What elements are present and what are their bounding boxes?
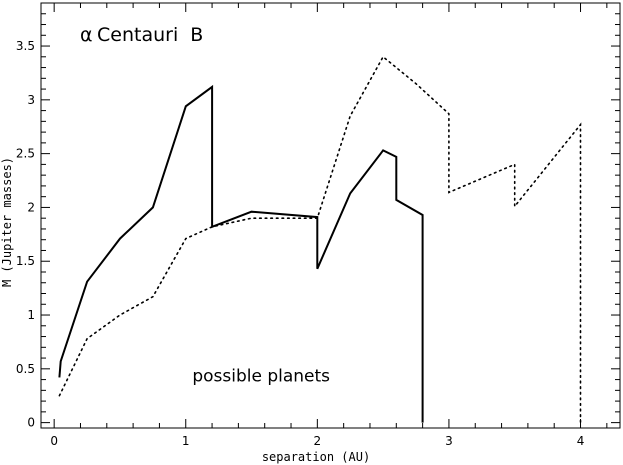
y-tick-label: 0.5 xyxy=(16,362,35,376)
y-tick-label: 1.5 xyxy=(16,254,35,268)
y-axis-label: M (Jupiter masses) xyxy=(0,157,14,287)
x-tick-label: 2 xyxy=(314,434,322,448)
plot-frame xyxy=(40,2,621,429)
chart-title-symbol: α xyxy=(80,24,93,46)
x-tick-label: 1 xyxy=(182,434,190,448)
x-axis-label: separation (AU) xyxy=(262,450,370,464)
dotted-mass-limit-line xyxy=(58,55,582,424)
y-tick-label: 2 xyxy=(27,200,35,214)
x-tick-label: 4 xyxy=(577,434,585,448)
solid-mass-limit-line xyxy=(58,84,424,423)
x-tick-label: 3 xyxy=(445,434,453,448)
chart-title: Centauri B xyxy=(97,24,203,46)
y-tick-label: 3.5 xyxy=(16,39,35,53)
y-tick-label: 1 xyxy=(27,308,35,322)
y-tick-label: 3 xyxy=(27,93,35,107)
y-tick-label: 0 xyxy=(27,416,35,430)
possible-planets-annotation: possible planets xyxy=(192,367,330,387)
x-tick-label: 0 xyxy=(50,434,58,448)
y-tick-label: 2.5 xyxy=(16,147,35,161)
